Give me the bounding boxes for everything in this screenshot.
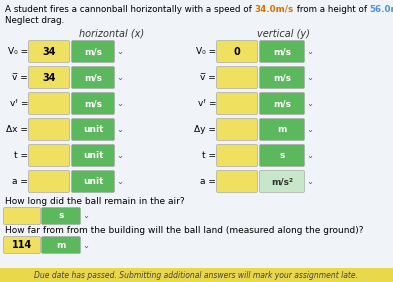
FancyBboxPatch shape <box>259 67 305 89</box>
Text: vᶠ =: vᶠ = <box>198 100 216 109</box>
FancyBboxPatch shape <box>72 92 114 114</box>
Text: m: m <box>56 241 66 250</box>
Text: m/s: m/s <box>84 100 102 109</box>
Text: s: s <box>279 151 285 160</box>
FancyBboxPatch shape <box>217 144 257 166</box>
Text: ⌄: ⌄ <box>116 100 123 109</box>
Text: ⌄: ⌄ <box>116 47 123 56</box>
Text: ⌄: ⌄ <box>306 125 313 135</box>
FancyBboxPatch shape <box>259 41 305 63</box>
FancyBboxPatch shape <box>72 171 114 193</box>
Text: m/s: m/s <box>273 47 291 56</box>
Text: Δx =: Δx = <box>6 125 28 135</box>
Text: How long did the ball remain in the air?: How long did the ball remain in the air? <box>5 197 185 206</box>
Text: unit: unit <box>83 177 103 186</box>
Text: m/s: m/s <box>273 100 291 109</box>
Text: a =: a = <box>12 177 28 186</box>
Text: 34.0m/s: 34.0m/s <box>255 5 294 14</box>
FancyBboxPatch shape <box>217 92 257 114</box>
Text: vertical (y): vertical (y) <box>257 29 309 39</box>
Text: ⌄: ⌄ <box>306 151 313 160</box>
Text: ⌄: ⌄ <box>306 100 313 109</box>
Text: ⌄: ⌄ <box>116 125 123 135</box>
FancyBboxPatch shape <box>259 171 305 193</box>
Text: ⌄: ⌄ <box>116 151 123 160</box>
FancyBboxPatch shape <box>29 41 70 63</box>
FancyBboxPatch shape <box>72 67 114 89</box>
FancyBboxPatch shape <box>29 171 70 193</box>
Text: 56.0m: 56.0m <box>369 5 393 14</box>
Text: m/s: m/s <box>273 74 291 83</box>
FancyBboxPatch shape <box>217 171 257 193</box>
FancyBboxPatch shape <box>259 144 305 166</box>
Text: unit: unit <box>83 125 103 135</box>
Text: t =: t = <box>202 151 216 160</box>
FancyBboxPatch shape <box>217 118 257 140</box>
Text: ⌄: ⌄ <box>306 74 313 83</box>
FancyBboxPatch shape <box>29 92 70 114</box>
FancyBboxPatch shape <box>72 144 114 166</box>
Text: m/s: m/s <box>84 74 102 83</box>
FancyBboxPatch shape <box>29 118 70 140</box>
FancyBboxPatch shape <box>29 67 70 89</box>
FancyBboxPatch shape <box>29 144 70 166</box>
Text: ⌄: ⌄ <box>116 74 123 83</box>
Text: 0: 0 <box>233 47 241 57</box>
Text: ⌄: ⌄ <box>306 47 313 56</box>
Text: from a height of: from a height of <box>294 5 369 14</box>
Text: A student fires a cannonball horizontally with a speed of: A student fires a cannonball horizontall… <box>5 5 255 14</box>
FancyBboxPatch shape <box>259 118 305 140</box>
FancyBboxPatch shape <box>4 208 40 224</box>
Text: 34: 34 <box>42 47 56 57</box>
FancyBboxPatch shape <box>217 67 257 89</box>
Text: v̅ =: v̅ = <box>12 74 28 83</box>
Text: How far from from the building will the ball land (measured along the ground)?: How far from from the building will the … <box>5 226 364 235</box>
FancyBboxPatch shape <box>72 118 114 140</box>
Text: m/s²: m/s² <box>271 177 293 186</box>
Bar <box>0 268 393 282</box>
Text: 34: 34 <box>42 73 56 83</box>
FancyBboxPatch shape <box>72 41 114 63</box>
Text: ⌄: ⌄ <box>82 212 89 221</box>
Text: ⌄: ⌄ <box>306 177 313 186</box>
Text: m/s: m/s <box>84 47 102 56</box>
Text: Δy =: Δy = <box>194 125 216 135</box>
Text: 114: 114 <box>12 240 32 250</box>
Text: ⌄: ⌄ <box>116 177 123 186</box>
Text: a =: a = <box>200 177 216 186</box>
FancyBboxPatch shape <box>259 92 305 114</box>
Text: Due date has passed. Submitting additional answers will mark your assignment lat: Due date has passed. Submitting addition… <box>34 270 358 279</box>
Text: t =: t = <box>14 151 28 160</box>
Text: s: s <box>58 212 64 221</box>
FancyBboxPatch shape <box>42 208 81 224</box>
FancyBboxPatch shape <box>4 237 40 254</box>
Text: horizontal (x): horizontal (x) <box>79 29 145 39</box>
Text: unit: unit <box>83 151 103 160</box>
Text: vᶠ =: vᶠ = <box>9 100 28 109</box>
Text: V₀ =: V₀ = <box>196 47 216 56</box>
Text: v̅ =: v̅ = <box>200 74 216 83</box>
Text: V₀ =: V₀ = <box>8 47 28 56</box>
Text: Neglect drag.: Neglect drag. <box>5 16 64 25</box>
FancyBboxPatch shape <box>217 41 257 63</box>
Text: ⌄: ⌄ <box>82 241 89 250</box>
FancyBboxPatch shape <box>42 237 81 254</box>
Text: m: m <box>277 125 286 135</box>
